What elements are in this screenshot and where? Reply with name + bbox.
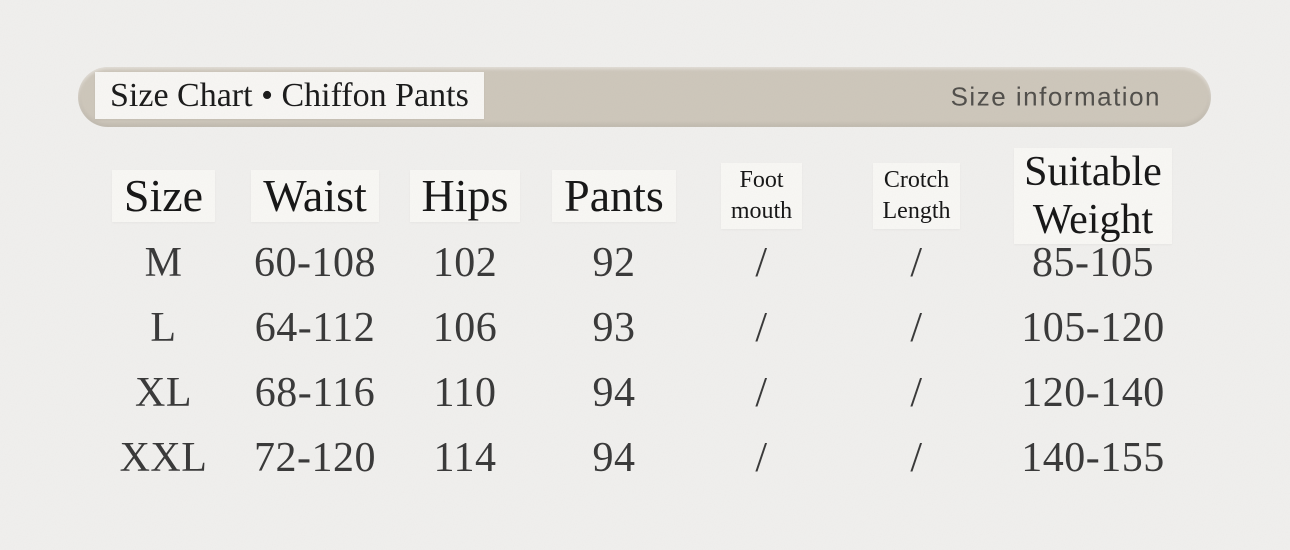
cell-foot-mouth: / <box>755 434 768 481</box>
cell-foot-mouth: / <box>755 239 768 286</box>
column-header-size: Size <box>111 170 216 222</box>
cell-hips: 102 <box>432 239 498 286</box>
table-row-l: L 64-112 106 93 / / 105-120 <box>88 295 1187 360</box>
cell-size: L <box>150 304 177 351</box>
title-pill: Size Chart • Chiffon Pants Size informat… <box>78 67 1211 127</box>
cell-pants: 94 <box>592 434 636 481</box>
cell-waist: 72-120 <box>254 434 376 481</box>
size-chart-table: Size Waist Hips Pants Foot mouth Crotch … <box>88 148 1187 490</box>
cell-waist: 60-108 <box>254 239 376 286</box>
column-header-foot-mouth: Foot mouth <box>720 163 803 229</box>
page-title: Size Chart • Chiffon Pants <box>95 72 484 119</box>
table-row-xl: XL 68-116 110 94 / / 120-140 <box>88 360 1187 425</box>
cell-crotch-length: / <box>910 434 923 481</box>
cell-suitable-weight: 120-140 <box>1021 369 1165 416</box>
cell-foot-mouth: / <box>755 369 768 416</box>
cell-crotch-length: / <box>910 304 923 351</box>
cell-hips: 110 <box>433 369 497 416</box>
cell-hips: 106 <box>432 304 498 351</box>
cell-suitable-weight: 85-105 <box>1032 239 1154 286</box>
cell-pants: 92 <box>592 239 636 286</box>
cell-size: M <box>144 239 183 286</box>
cell-foot-mouth: / <box>755 304 768 351</box>
cell-suitable-weight: 140-155 <box>1021 434 1165 481</box>
cell-pants: 94 <box>592 369 636 416</box>
cell-hips: 114 <box>433 434 497 481</box>
size-information-label: Size information <box>950 81 1161 112</box>
cell-suitable-weight: 105-120 <box>1021 304 1165 351</box>
cell-pants: 93 <box>592 304 636 351</box>
cell-size: XXL <box>119 434 208 481</box>
cell-crotch-length: / <box>910 369 923 416</box>
table-header-row: Size Waist Hips Pants Foot mouth Crotch … <box>88 148 1187 244</box>
column-header-waist: Waist <box>251 170 379 222</box>
cell-crotch-length: / <box>910 239 923 286</box>
cell-waist: 68-116 <box>254 369 376 416</box>
column-header-suitable-weight: Suitable Weight <box>1014 148 1172 244</box>
table-row-xxl: XXL 72-120 114 94 / / 140-155 <box>88 425 1187 490</box>
column-header-pants: Pants <box>552 170 676 222</box>
column-header-crotch-length: Crotch Length <box>872 163 961 229</box>
cell-size: XL <box>135 369 192 416</box>
column-header-hips: Hips <box>409 170 521 222</box>
cell-waist: 64-112 <box>254 304 376 351</box>
